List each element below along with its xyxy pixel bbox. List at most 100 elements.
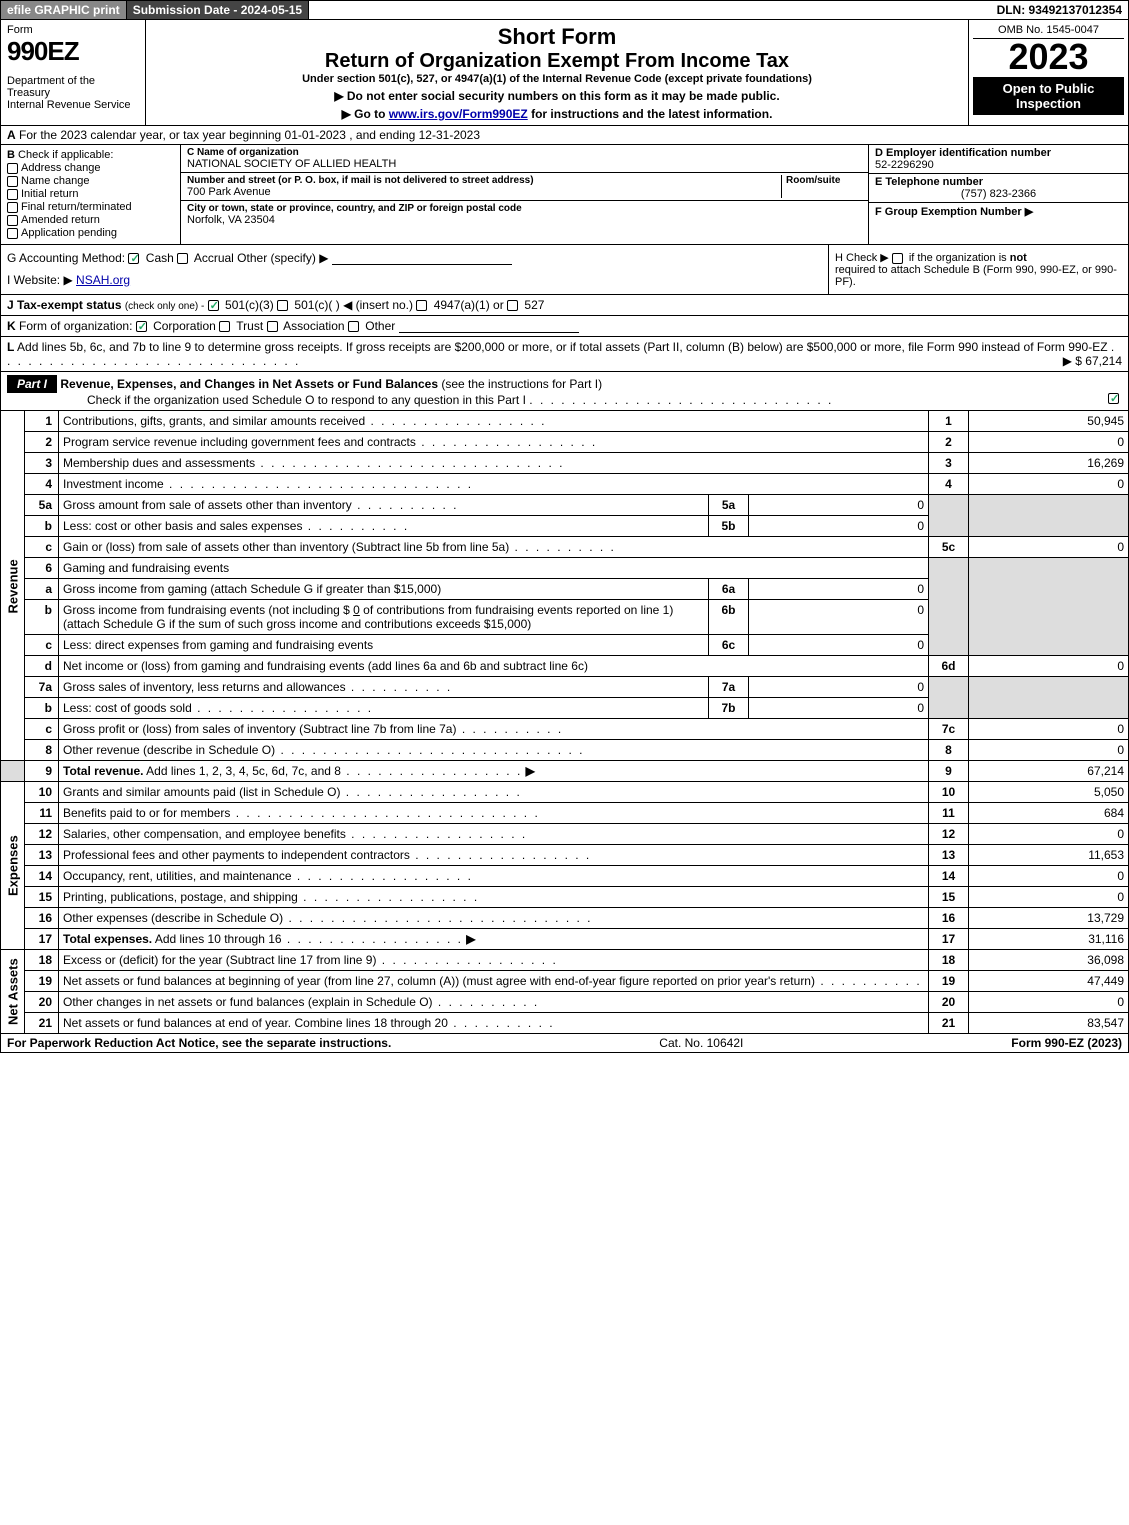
chk-association[interactable] bbox=[267, 321, 278, 332]
open-to-public-badge: Open to Public Inspection bbox=[973, 77, 1124, 115]
line-3-num: 3 bbox=[25, 453, 59, 474]
line-15-desc: Printing, publications, postage, and shi… bbox=[59, 887, 929, 908]
efile-print-button[interactable]: efile GRAPHIC print bbox=[1, 1, 127, 19]
org-name: NATIONAL SOCIETY OF ALLIED HEALTH bbox=[187, 158, 862, 170]
header-right: OMB No. 1545-0047 2023 Open to Public In… bbox=[968, 20, 1128, 125]
line-19-num: 19 bbox=[25, 971, 59, 992]
line-12-num: 12 bbox=[25, 824, 59, 845]
line-6d-lineno: 6d bbox=[929, 656, 969, 677]
chk-name-change[interactable]: Name change bbox=[7, 175, 174, 187]
line-5b-num: b bbox=[25, 516, 59, 537]
org-street: 700 Park Avenue bbox=[187, 186, 777, 198]
label-f-text: F Group Exemption Number ▶ bbox=[875, 206, 1033, 218]
label-b: B bbox=[7, 149, 15, 161]
website-link[interactable]: NSAH.org bbox=[76, 273, 130, 287]
line-6-num: 6 bbox=[25, 558, 59, 579]
line-14-num: 14 bbox=[25, 866, 59, 887]
line-12-desc: Salaries, other compensation, and employ… bbox=[59, 824, 929, 845]
line-7a-num: 7a bbox=[25, 677, 59, 698]
line-7b-inval: 0 bbox=[749, 698, 929, 719]
line-13-val: 11,653 bbox=[969, 845, 1129, 866]
irs-link[interactable]: www.irs.gov/Form990EZ bbox=[389, 107, 528, 121]
lbl-initial-return: Initial return bbox=[21, 188, 78, 200]
line-5c-lineno: 5c bbox=[929, 537, 969, 558]
line-4-desc: Investment income bbox=[59, 474, 929, 495]
line-5b-inval: 0 bbox=[749, 516, 929, 537]
lbl-527: 527 bbox=[524, 298, 544, 312]
text-h-pre: Check ▶ bbox=[846, 252, 892, 264]
text-g: Accounting Method: bbox=[19, 251, 125, 265]
label-j: J Tax-exempt status bbox=[7, 298, 122, 312]
other-specify-input[interactable] bbox=[332, 251, 512, 265]
other-org-input[interactable] bbox=[399, 319, 579, 333]
line-8-val: 0 bbox=[969, 740, 1129, 761]
line-21-lineno: 21 bbox=[929, 1013, 969, 1034]
revenue-label: Revenue bbox=[1, 411, 25, 761]
chk-application-pending[interactable]: Application pending bbox=[7, 227, 174, 239]
section-c: C Name of organization NATIONAL SOCIETY … bbox=[181, 145, 868, 244]
line-16-val: 13,729 bbox=[969, 908, 1129, 929]
part-1-label: Part I bbox=[7, 375, 57, 393]
line-6c-innum: 6c bbox=[709, 635, 749, 656]
line-6b-innum: 6b bbox=[709, 600, 749, 635]
line-10-lineno: 10 bbox=[929, 782, 969, 803]
line-6-shade-val bbox=[969, 558, 1129, 656]
line-11-lineno: 11 bbox=[929, 803, 969, 824]
lbl-501c3: 501(c)(3) bbox=[225, 298, 274, 312]
line-6d-val: 0 bbox=[969, 656, 1129, 677]
chk-address-change[interactable]: Address change bbox=[7, 162, 174, 174]
line-17-val: 31,116 bbox=[969, 929, 1129, 950]
line-15-num: 15 bbox=[25, 887, 59, 908]
note-j: (check only one) - bbox=[125, 301, 204, 312]
line-8-num: 8 bbox=[25, 740, 59, 761]
lbl-amended-return: Amended return bbox=[21, 214, 100, 226]
chk-other-org[interactable] bbox=[348, 321, 359, 332]
chk-corporation[interactable] bbox=[136, 321, 147, 332]
chk-accrual[interactable] bbox=[177, 253, 188, 264]
footer-cat: Cat. No. 10642I bbox=[659, 1036, 743, 1050]
line-11-val: 684 bbox=[969, 803, 1129, 824]
line-2-desc: Program service revenue including govern… bbox=[59, 432, 929, 453]
chk-501c3[interactable] bbox=[208, 300, 219, 311]
line-9-val: 67,214 bbox=[969, 761, 1129, 782]
chk-amended-return[interactable]: Amended return bbox=[7, 214, 174, 226]
label-c-city: City or town, state or province, country… bbox=[187, 203, 862, 214]
header-center: Short Form Return of Organization Exempt… bbox=[146, 20, 968, 125]
label-c-name: C Name of organization bbox=[187, 147, 862, 158]
label-k: K bbox=[7, 319, 16, 333]
netassets-label: Net Assets bbox=[1, 950, 25, 1034]
line-8-desc: Other revenue (describe in Schedule O) bbox=[59, 740, 929, 761]
part-1-check: Check if the organization used Schedule … bbox=[7, 393, 526, 407]
label-l: L bbox=[7, 340, 14, 354]
chk-initial-return[interactable]: Initial return bbox=[7, 188, 174, 200]
lbl-trust: Trust bbox=[236, 319, 263, 333]
line-5ab-shade-val bbox=[969, 495, 1129, 537]
footer-form: Form 990-EZ (2023) bbox=[1011, 1036, 1122, 1050]
line-6b-amt: 0 bbox=[353, 603, 360, 617]
text-b: Check if applicable: bbox=[18, 149, 113, 161]
line-12-lineno: 12 bbox=[929, 824, 969, 845]
chk-schedule-o[interactable] bbox=[1108, 393, 1119, 404]
lbl-corporation: Corporation bbox=[153, 319, 216, 333]
label-a: A bbox=[7, 128, 16, 142]
chk-cash[interactable] bbox=[128, 253, 139, 264]
section-l: L Add lines 5b, 6c, and 7b to line 9 to … bbox=[0, 337, 1129, 372]
line-7a-inval: 0 bbox=[749, 677, 929, 698]
line-18-desc: Excess or (deficit) for the year (Subtra… bbox=[59, 950, 929, 971]
telephone: (757) 823-2366 bbox=[875, 188, 1122, 200]
form-number: 990EZ bbox=[7, 36, 139, 67]
chk-h[interactable] bbox=[892, 253, 903, 264]
chk-trust[interactable] bbox=[219, 321, 230, 332]
chk-527[interactable] bbox=[507, 300, 518, 311]
line-5a-desc: Gross amount from sale of assets other t… bbox=[59, 495, 709, 516]
line-6a-innum: 6a bbox=[709, 579, 749, 600]
chk-final-return[interactable]: Final return/terminated bbox=[7, 201, 174, 213]
line-16-num: 16 bbox=[25, 908, 59, 929]
chk-4947[interactable] bbox=[416, 300, 427, 311]
chk-501c[interactable] bbox=[277, 300, 288, 311]
line-6b-desc: Gross income from fundraising events (no… bbox=[59, 600, 709, 635]
footer: For Paperwork Reduction Act Notice, see … bbox=[0, 1034, 1129, 1053]
tax-year: 2023 bbox=[973, 39, 1124, 75]
expenses-label: Expenses bbox=[1, 782, 25, 950]
section-g: G Accounting Method: Cash Accrual Other … bbox=[1, 245, 828, 294]
